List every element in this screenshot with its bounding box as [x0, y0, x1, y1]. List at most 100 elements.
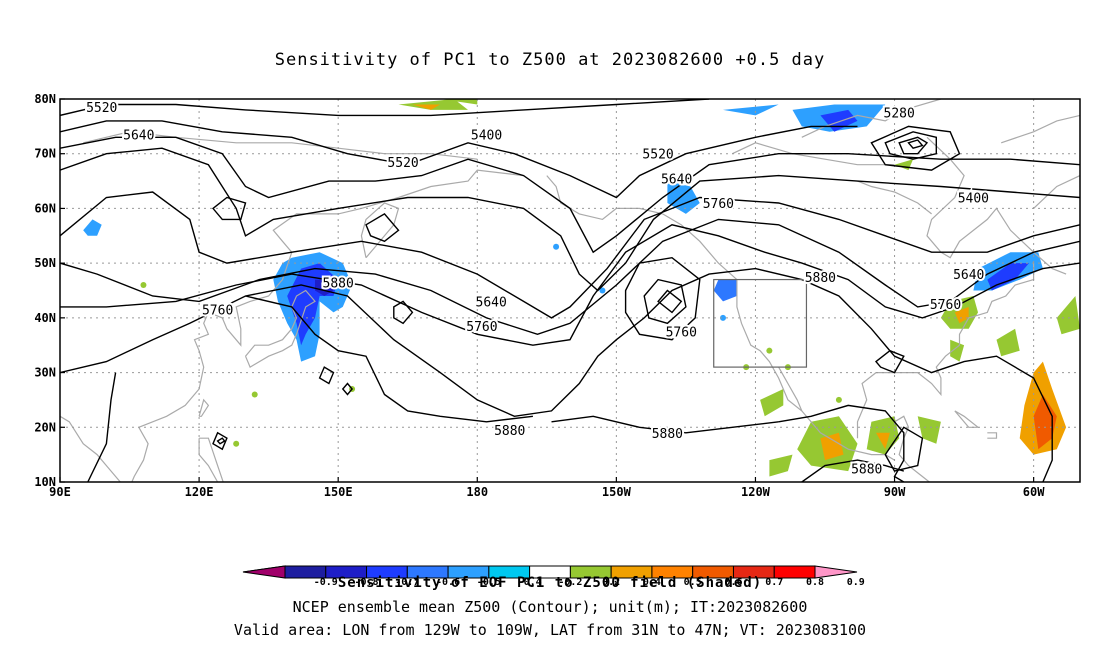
contour-label: 5640 — [661, 172, 692, 187]
colorbar-tick: -0.4 — [517, 577, 542, 588]
colorbar-tick: -0.8 — [354, 577, 379, 588]
shaded-area — [760, 389, 784, 417]
contour-label: 5880 — [851, 462, 882, 477]
contour-label: 5520 — [387, 156, 418, 171]
shaded-area — [954, 306, 969, 324]
plot-frame — [59, 98, 1081, 483]
shaded-area — [713, 279, 737, 302]
lat-lon-grid — [60, 99, 1080, 482]
colorbar-tick: -0.5 — [476, 577, 501, 588]
colorbar-tick: 0.4 — [642, 577, 661, 588]
valid-area-rect — [713, 278, 808, 368]
contour-label: 5760 — [666, 326, 697, 341]
colorbar-tick: 0.7 — [765, 577, 784, 588]
shaded-area — [950, 339, 965, 362]
contour-line — [341, 382, 354, 396]
shaded-area — [996, 328, 1020, 357]
contour-line — [874, 349, 905, 374]
shaded-area — [233, 440, 240, 447]
lat-tick-label: 10N — [34, 475, 56, 489]
lat-tick-label: 40N — [34, 311, 56, 325]
contour-label: 5880 — [494, 424, 525, 439]
contour-line — [551, 415, 779, 434]
lon-tick-label: 60W — [1023, 485, 1045, 499]
shaded-area — [83, 219, 102, 236]
contour-line — [60, 120, 858, 199]
contour-line — [393, 300, 414, 325]
shaded-area — [553, 243, 560, 250]
lat-tick-label: 70N — [34, 147, 56, 161]
contour-label: 5520 — [642, 148, 673, 163]
shaded-area — [599, 287, 606, 294]
contour-line — [884, 131, 937, 160]
contour-line — [778, 404, 905, 482]
lon-tick-label: 180 — [466, 485, 488, 499]
contour-label: 5400 — [471, 129, 502, 144]
shaded-area — [917, 416, 941, 444]
contour-line — [318, 366, 335, 385]
colorbar-high-arrow — [814, 565, 858, 579]
lat-tick-label: 60N — [34, 201, 56, 215]
lat-tick-label: 50N — [34, 256, 56, 270]
contour-line — [898, 136, 929, 155]
contour-line — [212, 431, 228, 451]
contour-label: 5400 — [958, 191, 989, 206]
contour-line — [211, 196, 247, 221]
contour-line — [60, 191, 1080, 319]
contour-label: 5760 — [930, 298, 961, 313]
shaded-area — [723, 104, 779, 116]
colorbar — [242, 565, 858, 579]
contour-line — [801, 459, 904, 482]
shaded-area — [876, 432, 890, 450]
footer-line-1: NCEP ensemble mean Z500 (Contour); unit(… — [292, 598, 808, 616]
contour-label: 5520 — [86, 101, 117, 116]
contour-line — [870, 125, 961, 171]
colorbar-tick: 0.2 — [602, 577, 621, 588]
valid-area-box — [713, 278, 808, 368]
shaded-area — [769, 454, 793, 477]
shaded-area — [140, 282, 147, 289]
shaded-area — [1033, 394, 1057, 450]
contour-line — [60, 99, 710, 117]
shaded-area — [1056, 296, 1080, 335]
shaded-area — [766, 347, 773, 354]
lat-tick-label: 20N — [34, 420, 56, 434]
contour-labels: 5520 5640 5520 5400 5520 5640 5760 5280 5400 5640… — [84, 99, 991, 479]
colorbar-tick: 0.8 — [805, 577, 825, 588]
lon-tick-label: 120W — [741, 485, 771, 499]
contour-line — [60, 267, 1053, 482]
lon-tick-label: 90E — [49, 485, 71, 499]
colorbar-tick: -0.9 — [313, 577, 338, 588]
colorbar-tick: 0.6 — [724, 577, 743, 588]
contour-label: 5760 — [202, 304, 233, 319]
contour-label: 5760 — [466, 320, 497, 335]
contour-label: 5760 — [703, 197, 734, 212]
contour-label: 5640 — [123, 129, 154, 144]
z500-contours — [60, 99, 1080, 482]
contour-line — [907, 139, 924, 149]
shaded-area — [251, 391, 258, 398]
contour-label: 5640 — [476, 295, 507, 310]
contour-line — [60, 136, 1080, 254]
lat-tick-label: 80N — [34, 92, 56, 106]
contour-label: 5880 — [805, 271, 836, 286]
colorbar-tick: 0.9 — [846, 577, 865, 588]
lon-tick-label: 150E — [324, 485, 353, 499]
lon-tick-label: 120E — [185, 485, 214, 499]
shaded-area — [720, 314, 726, 321]
shaded-area — [894, 159, 914, 171]
contour-label: 5880 — [323, 276, 354, 291]
contour-line — [245, 295, 533, 423]
contour-line — [216, 437, 226, 445]
contour-label: 5880 — [652, 427, 683, 442]
colorbar-tick: 0.5 — [683, 577, 702, 588]
colorbar-tick: -0.2 — [558, 577, 583, 588]
contour-line — [657, 289, 683, 314]
contour-line — [624, 256, 701, 341]
contour-line — [60, 218, 1080, 336]
colorbar-tick: -0.6 — [436, 577, 461, 588]
contour-line — [365, 212, 400, 243]
colorbar-ticks: -0.9 -0.8 -0.7 -0.6 -0.5 -0.4 -0.2 0.2 0.4 0.5 0.6… — [0, 577, 1100, 591]
footer-line-2: Valid area: LON from 129W to 109W, LAT f… — [233, 621, 867, 639]
